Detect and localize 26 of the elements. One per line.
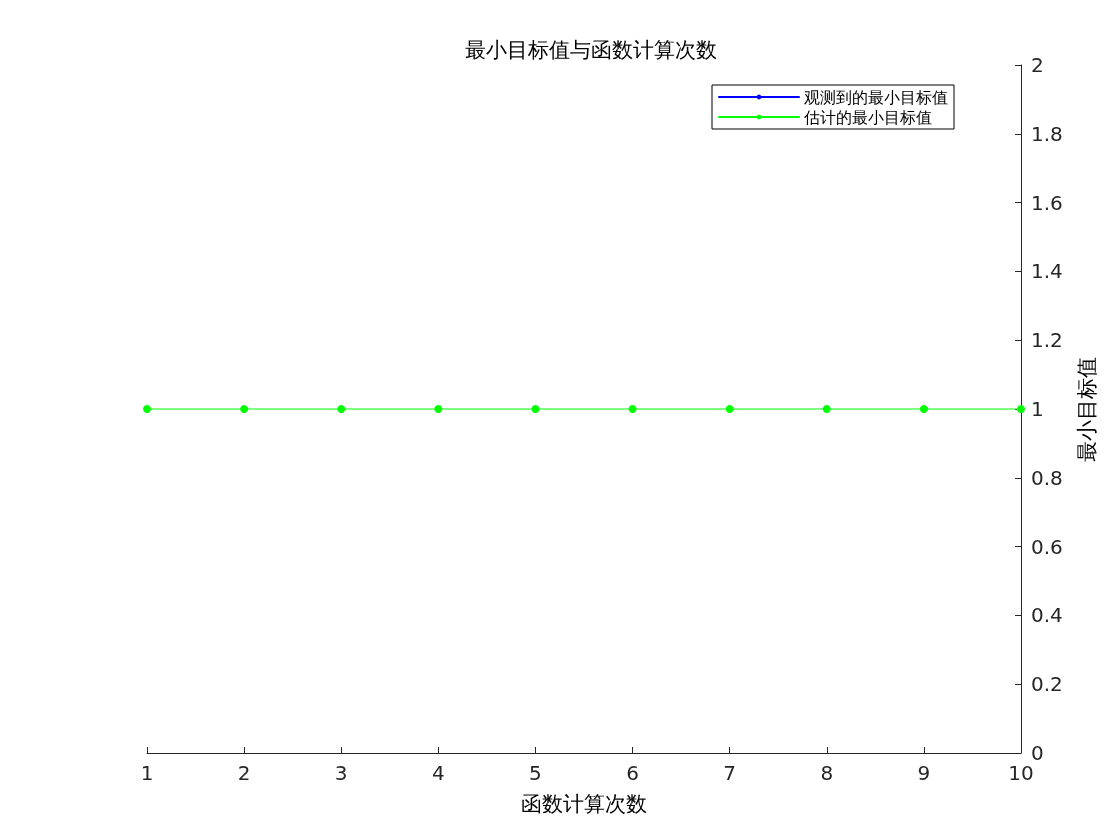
x-tick-label: 7 <box>723 761 737 785</box>
y-tick-label: 2 <box>1031 53 1044 77</box>
x-axis-title: 函数计算次数 <box>521 791 647 816</box>
x-tick-label: 1 <box>140 761 154 785</box>
y-tick-label: 1.6 <box>1031 190 1063 215</box>
y-tick-label: 0.8 <box>1031 465 1063 490</box>
y-tick-label: 0.2 <box>1031 672 1063 697</box>
y-axis-title: 最小目标值 <box>1074 356 1099 462</box>
y-tick-label: 0.4 <box>1031 603 1063 628</box>
x-tick-label: 2 <box>237 761 251 785</box>
chart-title: 最小目标值与函数计算次数 <box>465 37 717 62</box>
legend-label: 观测到的最小目标值 <box>804 87 948 107</box>
x-tick-label: 10 <box>1008 761 1034 785</box>
x-tick-label: 8 <box>820 761 834 785</box>
y-tick-label: 0.6 <box>1031 534 1063 559</box>
x-tick-label: 6 <box>626 761 639 785</box>
x-tick-label: 5 <box>529 761 542 785</box>
legend-label: 估计的最小目标值 <box>803 107 932 127</box>
x-tick-label: 3 <box>334 761 348 785</box>
x-tick-label: 4 <box>431 761 445 785</box>
y-tick-label: 0 <box>1031 741 1044 765</box>
y-tick-label: 1.8 <box>1031 121 1063 146</box>
y-tick-label: 1.4 <box>1031 259 1063 284</box>
y-tick-label: 1 <box>1031 397 1044 421</box>
y-tick-label: 1.2 <box>1031 328 1063 353</box>
x-tick-label: 9 <box>917 761 931 785</box>
